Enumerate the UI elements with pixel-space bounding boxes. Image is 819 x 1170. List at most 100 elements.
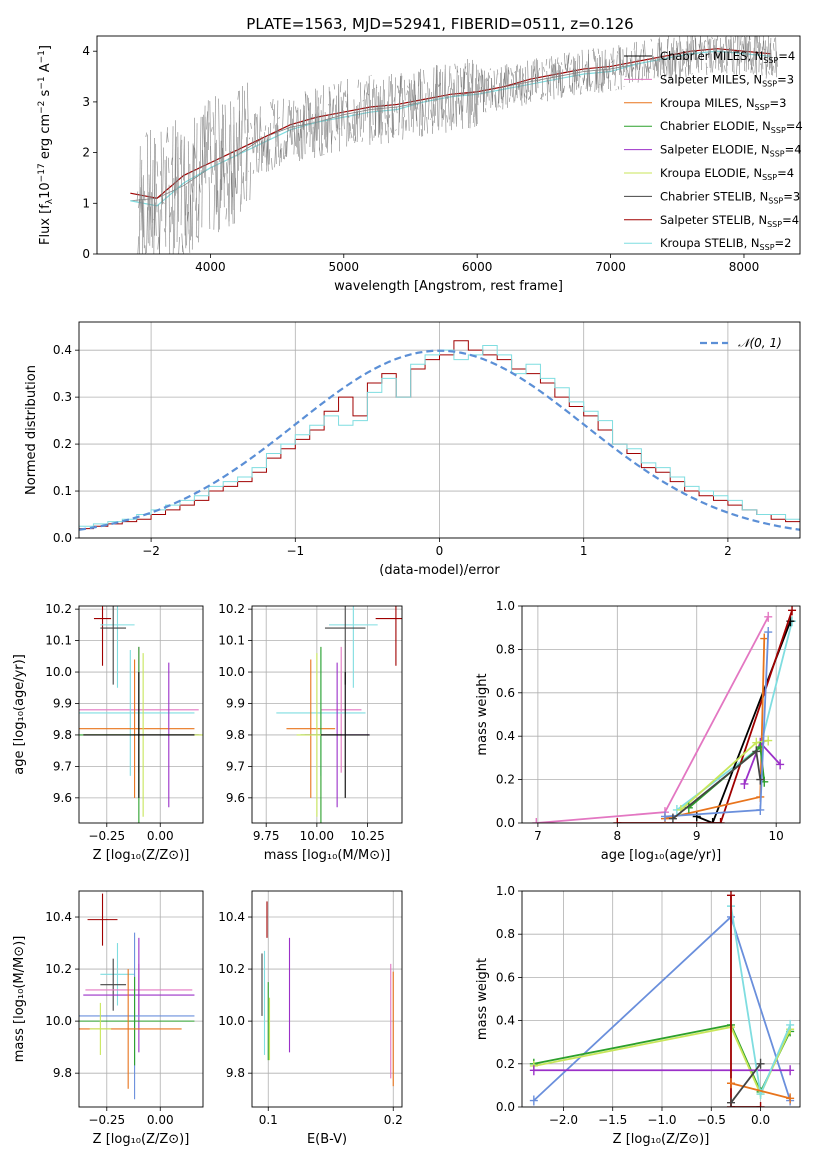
data-segment xyxy=(415,94,417,121)
errorbar-point xyxy=(100,606,135,688)
data-segment xyxy=(441,71,444,127)
x-tick-label: −1 xyxy=(286,544,304,558)
data-segment xyxy=(457,75,460,104)
data-segment xyxy=(452,82,455,124)
data-segment xyxy=(388,114,391,118)
data-segment xyxy=(740,36,742,46)
data-segment xyxy=(288,100,291,116)
data-segment xyxy=(579,75,581,78)
weight-marker xyxy=(764,627,773,638)
data-segment xyxy=(622,49,624,76)
data-segment xyxy=(618,45,620,76)
data-segment xyxy=(371,126,373,141)
data-segment xyxy=(688,43,690,76)
data-segment xyxy=(420,129,423,137)
data-segment xyxy=(279,149,281,166)
data-segment xyxy=(419,79,421,136)
data-segment xyxy=(772,65,774,76)
data-segment xyxy=(629,57,632,66)
data-segment xyxy=(153,138,155,254)
data-segment xyxy=(758,36,761,73)
weight-marker xyxy=(726,1097,735,1107)
data-segment xyxy=(182,245,184,254)
data-segment xyxy=(259,117,262,132)
data-segment xyxy=(218,98,220,162)
y-tick-label: 1.0 xyxy=(496,884,515,898)
data-segment xyxy=(504,72,506,84)
data-segment xyxy=(173,178,175,199)
data-segment xyxy=(683,54,685,58)
data-segment xyxy=(312,126,314,153)
data-segment xyxy=(380,99,383,130)
data-segment xyxy=(547,79,549,85)
panel-mass_vs_ebv: 0.1 0.2 9.8 10.0 10.2 10.4 E(B-V) xyxy=(218,890,403,1147)
data-segment xyxy=(384,89,386,119)
data-segment xyxy=(381,121,384,136)
data-segment xyxy=(560,66,562,99)
y-tick-label: 0.4 xyxy=(53,343,72,357)
data-segment xyxy=(273,104,275,129)
data-segment xyxy=(163,228,166,233)
data-segment xyxy=(348,122,351,139)
data-segment xyxy=(515,71,517,95)
data-segment xyxy=(716,48,718,59)
data-segment xyxy=(289,110,291,138)
weight-marker xyxy=(660,811,669,822)
data-segment xyxy=(556,57,559,64)
data-segment xyxy=(442,108,444,118)
x-tick-label: −0.25 xyxy=(88,829,125,843)
data-segment xyxy=(375,84,377,137)
data-segment xyxy=(156,161,159,177)
panel-residuals: −2 −1 0 1 2 0.0 0.1 0.2 0.3 0.4 (data-model)/error… xyxy=(24,321,801,578)
x-tick-label: 1 xyxy=(580,544,588,558)
data-segment xyxy=(272,109,275,117)
weight-marker xyxy=(529,1095,538,1106)
data-segment xyxy=(421,81,424,137)
errorbar-point xyxy=(329,606,378,688)
data-segment xyxy=(493,86,495,88)
errorbar-point xyxy=(324,606,366,685)
plot-area-mass_vs_Z xyxy=(79,891,203,1107)
data-segment xyxy=(634,50,636,71)
data-segment xyxy=(541,62,544,97)
data-segment xyxy=(388,76,390,128)
weight-marker xyxy=(708,818,717,823)
data-segment xyxy=(691,73,693,75)
data-segment xyxy=(519,83,521,101)
data-segment xyxy=(219,179,221,230)
data-segment xyxy=(756,36,758,48)
data-segment xyxy=(635,41,637,80)
data-segment xyxy=(700,36,702,57)
data-segment xyxy=(585,78,588,90)
data-segment xyxy=(660,42,663,70)
data-segment xyxy=(497,89,500,108)
data-segment xyxy=(313,121,316,142)
data-segment xyxy=(675,47,677,74)
data-segment xyxy=(507,69,509,108)
data-segment xyxy=(416,107,418,127)
weight-marker xyxy=(760,633,769,644)
data-segment xyxy=(244,108,247,121)
data-segment xyxy=(192,145,195,187)
data-segment xyxy=(260,136,263,171)
y-tick-label: 0.0 xyxy=(496,816,515,830)
data-segment xyxy=(235,122,238,157)
y-tick-label: 10.0 xyxy=(218,665,245,679)
y-tick-label: 10.0 xyxy=(45,665,72,679)
data-segment xyxy=(164,159,167,247)
data-segment xyxy=(656,60,658,71)
data-segment xyxy=(700,42,703,71)
data-segment xyxy=(228,124,231,222)
data-segment xyxy=(484,78,486,102)
data-segment xyxy=(166,127,168,143)
data-segment xyxy=(283,154,286,160)
data-segment xyxy=(460,67,462,88)
data-segment xyxy=(363,90,365,133)
data-segment xyxy=(491,77,493,102)
data-segment xyxy=(548,74,550,93)
data-segment xyxy=(227,158,229,174)
data-segment xyxy=(191,183,193,193)
y-axis-label: mass weight xyxy=(475,673,490,755)
y-axis-label: Normed distribution xyxy=(24,365,39,495)
data-segment xyxy=(246,119,248,202)
